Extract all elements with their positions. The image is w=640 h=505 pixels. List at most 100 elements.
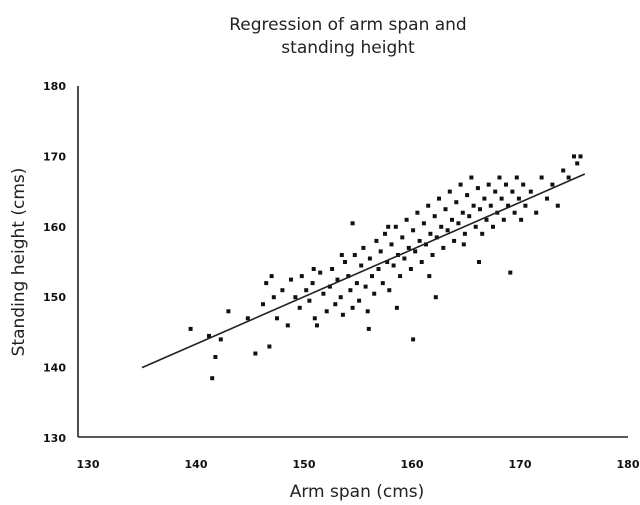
data-point	[340, 312, 345, 317]
data-point	[433, 295, 438, 300]
data-point	[376, 267, 381, 271]
data-point	[462, 231, 467, 236]
data-point	[539, 175, 544, 180]
data-point	[504, 182, 508, 187]
data-point	[324, 309, 329, 314]
data-point	[253, 351, 258, 356]
data-point	[419, 260, 424, 264]
data-point	[374, 238, 379, 243]
data-point	[310, 281, 315, 286]
data-point	[389, 242, 394, 247]
data-point	[372, 291, 377, 296]
data-point	[315, 323, 319, 328]
x-tick-label: 140	[185, 458, 208, 471]
data-point	[519, 217, 524, 222]
data-point	[566, 175, 571, 180]
data-point	[359, 263, 364, 268]
data-point	[293, 295, 298, 300]
data-point	[575, 161, 580, 166]
data-point	[327, 284, 332, 289]
data-point	[417, 238, 422, 243]
data-point	[413, 249, 418, 254]
data-point	[421, 221, 426, 226]
data-point	[441, 245, 446, 250]
data-point	[269, 274, 274, 279]
data-point	[267, 344, 272, 349]
data-point	[330, 267, 335, 271]
data-point	[408, 267, 413, 271]
data-point	[400, 235, 405, 240]
data-point	[348, 288, 353, 293]
y-tick-labels: 130 140 150 160 170 180	[43, 80, 66, 445]
data-point	[521, 182, 526, 187]
data-point	[475, 186, 480, 191]
data-point	[555, 203, 560, 208]
data-point	[461, 242, 466, 247]
data-point	[280, 288, 285, 293]
data-point	[534, 210, 539, 215]
data-point	[312, 316, 317, 321]
data-point	[514, 175, 519, 180]
axes	[77, 86, 628, 438]
y-tick-label: 170	[43, 150, 66, 163]
data-point	[478, 207, 482, 212]
data-point	[471, 203, 476, 208]
data-point	[578, 154, 583, 159]
data-point	[307, 298, 312, 303]
data-point	[499, 196, 504, 201]
data-point	[363, 284, 368, 289]
data-point	[378, 249, 383, 254]
data-point	[335, 277, 340, 282]
data-point	[338, 295, 343, 300]
data-point	[318, 270, 323, 275]
data-point	[321, 291, 326, 296]
data-point	[398, 274, 403, 279]
data-point	[480, 231, 485, 236]
y-tick-label: 150	[43, 291, 66, 304]
data-point	[473, 224, 478, 229]
data-point	[289, 277, 293, 282]
data-point	[488, 203, 493, 208]
regression-line	[141, 173, 586, 369]
data-point	[437, 196, 441, 201]
data-point	[367, 256, 372, 261]
data-points	[188, 154, 583, 381]
data-point	[465, 193, 470, 198]
data-point	[207, 333, 211, 338]
data-point	[391, 263, 396, 268]
data-point	[452, 238, 457, 243]
data-point	[469, 175, 474, 180]
data-point	[299, 274, 304, 279]
y-tick-label: 130	[43, 432, 66, 445]
data-point	[482, 196, 487, 201]
x-tick-label: 150	[293, 458, 316, 471]
data-point	[393, 224, 398, 229]
y-tick-label: 180	[43, 80, 66, 93]
data-point	[402, 256, 407, 261]
data-point	[467, 214, 472, 219]
data-point	[491, 224, 495, 229]
data-point	[411, 228, 416, 233]
data-point	[561, 168, 566, 173]
y-tick-label: 140	[43, 362, 66, 375]
data-point	[572, 154, 576, 159]
data-point	[383, 231, 387, 236]
data-point	[432, 214, 437, 219]
data-point	[447, 189, 452, 194]
data-point	[339, 253, 344, 257]
data-point	[512, 210, 517, 215]
data-point	[528, 189, 533, 194]
data-point	[477, 260, 481, 264]
data-point	[365, 309, 370, 314]
data-point	[370, 274, 374, 279]
data-point	[516, 196, 521, 201]
regression-line-group	[141, 173, 586, 369]
data-point	[550, 182, 555, 187]
data-point	[226, 309, 231, 314]
data-point	[486, 182, 491, 187]
data-point	[394, 305, 399, 310]
data-point	[357, 298, 362, 303]
data-point	[261, 302, 265, 307]
data-point	[411, 337, 416, 342]
x-tick-labels: 130 140 150 160 170 180	[77, 458, 640, 471]
